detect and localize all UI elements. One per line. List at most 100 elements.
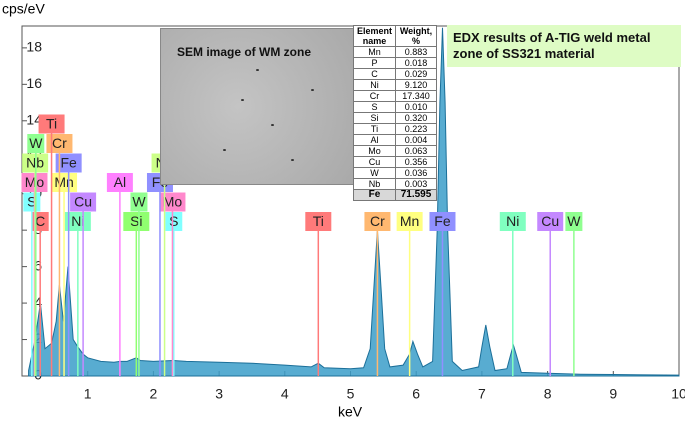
header-cell: Element name (352, 25, 397, 47)
x-tick-label: 10 (671, 386, 685, 402)
speck (291, 159, 294, 161)
element-box (165, 212, 183, 231)
element-label: Fe (434, 213, 451, 229)
element-label: S (169, 213, 178, 229)
table-row: Cr 17.340 (352, 90, 438, 102)
element-box (130, 192, 148, 212)
element-box (396, 212, 423, 231)
element-label: Mo (163, 194, 183, 210)
speck (223, 149, 226, 151)
element-box (46, 134, 73, 153)
element-box (51, 173, 78, 192)
table-cell: 0.004 (395, 134, 438, 146)
table-cell: C (352, 68, 397, 80)
element-label: Cu (541, 213, 559, 229)
table-cell: Cr (352, 90, 397, 102)
table-cell: 0.063 (395, 145, 438, 157)
element-box (364, 212, 391, 231)
element-box (123, 212, 150, 231)
element-label: Ti (313, 213, 324, 229)
table-cell: 17.340 (395, 90, 438, 102)
element-box (537, 212, 564, 231)
y-tick-label: 14 (26, 111, 42, 127)
table-cell: Nb (352, 178, 397, 190)
table-cell: 71.595 (395, 189, 438, 201)
table-cell: Ti (352, 123, 397, 135)
element-box (70, 192, 97, 212)
table-row: Ni 9.120 (352, 79, 438, 91)
element-label: W (29, 135, 43, 151)
table-row: C 0.029 (352, 68, 438, 80)
table-row: Fe 71.595 (352, 189, 438, 201)
element-label: Si (130, 213, 142, 229)
table-row: Mn 0.883 (352, 46, 438, 58)
table-cell: Mn (352, 46, 397, 58)
image-caption: SEM image of WM zone (177, 45, 312, 59)
table-cell: 0.003 (395, 178, 438, 190)
element-box (38, 114, 65, 134)
table-cell: Ni (352, 79, 397, 91)
table-row: Ti 0.223 (352, 123, 438, 135)
element-label: W (567, 213, 581, 229)
element-box (499, 212, 526, 231)
table-cell: 0.018 (395, 57, 438, 69)
element-box (565, 212, 583, 231)
x-tick-label: 3 (215, 386, 223, 402)
table-cell: S (352, 101, 397, 113)
element-box (64, 212, 91, 231)
x-axis-label: keV (338, 404, 363, 420)
table-row: W 0.036 (352, 167, 438, 179)
table-cell: 0.223 (395, 123, 438, 135)
element-label: Mn (400, 213, 419, 229)
spectrum-area (28, 27, 680, 377)
table-cell: 9.120 (395, 79, 438, 91)
element-box (55, 153, 82, 173)
table-cell: Cu (352, 156, 397, 168)
table-cell: 0.036 (395, 167, 438, 179)
header-cell: Weight, % (395, 25, 438, 47)
table-cell: Al (352, 134, 397, 146)
table-cell: 0.356 (395, 156, 438, 168)
x-tick-label: 8 (544, 386, 552, 402)
table-row: Cu 0.356 (352, 156, 438, 168)
x-tick-label: 5 (347, 386, 355, 402)
x-tick-label: 4 (281, 386, 289, 402)
table-row: Al 0.004 (352, 134, 438, 146)
table-cell: Mo (352, 145, 397, 157)
y-axis-label: cps/eV (2, 1, 45, 17)
table-cell: 0.320 (395, 112, 438, 124)
element-label: Cr (370, 213, 385, 229)
element-label: S (27, 194, 36, 210)
element-box (106, 173, 133, 192)
header-row: Element name Weight, % (352, 25, 438, 47)
table-cell: 0.010 (395, 101, 438, 113)
x-tick-label: 6 (412, 386, 420, 402)
element-label: Fe (60, 155, 77, 171)
table-cell: W (352, 167, 397, 179)
y-tick-label: 6 (34, 257, 42, 273)
composition-table: Element name Weight, % Mn 0.883 P 0.018 C 0.029… (352, 25, 438, 201)
element-label: C (35, 213, 45, 229)
element-box (27, 134, 45, 153)
x-tick-label: 9 (609, 386, 617, 402)
x-tick-label: 1 (84, 386, 92, 402)
table-row: Si 0.320 (352, 112, 438, 124)
table-row: P 0.018 (352, 57, 438, 69)
element-label: W (132, 194, 146, 210)
element-box (305, 212, 332, 231)
x-tick-label: 2 (150, 386, 158, 402)
table-cell: 0.883 (395, 46, 438, 58)
table-row: Nb 0.003 (352, 178, 438, 190)
element-box (429, 212, 456, 231)
y-tick-label: 16 (26, 75, 42, 91)
y-tick-label: 18 (26, 39, 42, 55)
speck (311, 89, 314, 91)
element-label: Ti (46, 116, 57, 132)
speck (256, 69, 259, 71)
table-cell: P (352, 57, 397, 69)
speck (271, 124, 274, 126)
element-label: Cr (52, 135, 67, 151)
sem-image: SEM image of WM zone (160, 28, 354, 185)
